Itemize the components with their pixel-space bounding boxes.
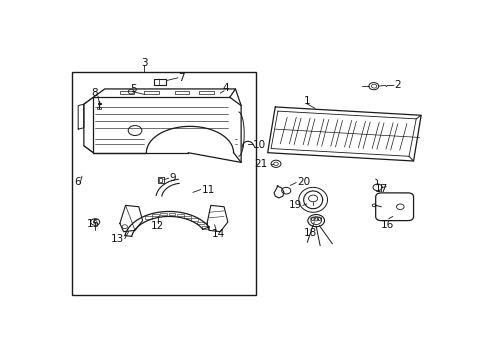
Bar — [199, 91, 213, 94]
Bar — [202, 226, 208, 229]
Bar — [176, 214, 183, 216]
Bar — [184, 216, 191, 218]
Bar — [72, 72, 256, 296]
Text: 15: 15 — [86, 219, 100, 229]
Text: 2: 2 — [394, 80, 401, 90]
Bar — [154, 79, 166, 85]
Text: 3: 3 — [141, 58, 147, 68]
Text: 19: 19 — [288, 201, 301, 210]
Bar — [159, 178, 162, 182]
Text: 7: 7 — [178, 73, 185, 83]
Text: 4: 4 — [222, 83, 229, 93]
Text: 16: 16 — [381, 220, 394, 230]
Bar — [191, 219, 198, 221]
Bar — [97, 107, 101, 109]
Text: 1: 1 — [303, 96, 309, 107]
Bar — [144, 216, 151, 219]
Text: 5: 5 — [129, 84, 136, 94]
Text: 12: 12 — [151, 221, 164, 231]
Bar — [158, 177, 163, 183]
Text: 17: 17 — [374, 184, 387, 194]
Bar — [120, 91, 134, 94]
Text: 20: 20 — [296, 177, 309, 187]
Bar — [175, 91, 189, 94]
Text: 14: 14 — [211, 229, 224, 239]
Text: 6: 6 — [74, 177, 81, 187]
Bar — [144, 91, 159, 94]
Bar — [168, 213, 175, 215]
Text: 13: 13 — [110, 234, 123, 244]
Text: 10: 10 — [252, 140, 265, 150]
Bar — [160, 213, 167, 215]
Text: 9: 9 — [169, 173, 175, 183]
Text: 11: 11 — [201, 185, 214, 194]
Bar — [152, 214, 159, 216]
Bar — [197, 222, 203, 224]
Text: 21: 21 — [254, 159, 267, 169]
Text: 8: 8 — [91, 88, 98, 98]
Text: 18: 18 — [303, 228, 316, 238]
